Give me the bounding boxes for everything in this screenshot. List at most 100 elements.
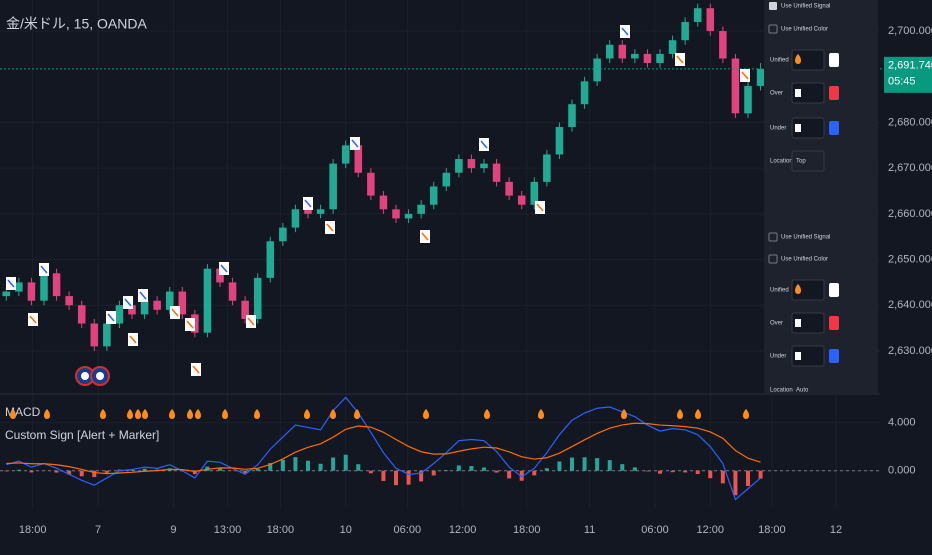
x-tick-label: 9 [170, 524, 176, 536]
x-tick-label: 06:00 [394, 524, 422, 536]
histogram-bar [444, 470, 448, 471]
candle-body [292, 209, 300, 227]
candle-body [141, 301, 149, 315]
x-tick-label: 06:00 [641, 524, 669, 536]
histogram-bar [4, 471, 8, 472]
option-label: Use Unified Signal [781, 235, 830, 241]
candle-body [656, 54, 664, 63]
candle-body [116, 305, 124, 323]
candle-body [493, 164, 501, 182]
histogram-bar [645, 471, 649, 472]
color-swatch[interactable] [829, 53, 839, 67]
color-swatch[interactable] [829, 349, 839, 363]
histogram-bar [80, 471, 84, 477]
histogram-bar [708, 471, 712, 478]
y-tick-label: 2,650.000 [888, 253, 932, 265]
histogram-bar [545, 468, 549, 471]
input-icon [795, 352, 801, 360]
histogram-bar [495, 471, 499, 473]
x-tick-label: 11 [584, 524, 595, 536]
settings-panel: Use Unified Signal Use Unified Color Uni… [764, 0, 878, 394]
histogram-bar [105, 471, 109, 473]
candle-body [229, 282, 237, 300]
candle-body [53, 273, 61, 296]
candle-body [28, 282, 36, 300]
histogram-bar [256, 469, 260, 471]
candle-body [669, 40, 677, 54]
candle-body [619, 45, 627, 59]
row-label: Over [770, 91, 783, 97]
candle-body [367, 173, 375, 196]
histogram-bar [356, 464, 360, 470]
histogram-bar [671, 471, 675, 472]
y-tick-label: 2,640.000 [888, 299, 932, 311]
select-value: Top [796, 159, 806, 165]
option-label: Use Unified Signal [781, 4, 830, 10]
histogram-bar [281, 460, 285, 471]
candle-body [317, 209, 325, 214]
x-tick-label: 13:00 [214, 524, 242, 536]
x-tick-label: 7 [95, 524, 101, 536]
color-swatch[interactable] [829, 316, 839, 330]
row-label: Under [770, 354, 786, 360]
candle-body [455, 159, 463, 173]
option-label: Use Unified Color [781, 257, 828, 263]
candle-body [15, 282, 23, 291]
x-tick-label: 18:00 [19, 524, 47, 536]
candle-body [204, 269, 212, 333]
candle-body [468, 159, 476, 168]
histogram-bar [507, 471, 511, 479]
candle-body [267, 241, 275, 278]
candle-body [103, 324, 111, 347]
input-icon [795, 89, 801, 97]
x-tick-label: 10 [340, 524, 352, 536]
checkbox[interactable] [769, 2, 777, 10]
candle-body [593, 58, 601, 81]
color-swatch[interactable] [829, 86, 839, 100]
histogram-bar [746, 471, 750, 486]
histogram-bar [683, 471, 687, 473]
histogram-bar [733, 471, 737, 496]
candle-body [279, 228, 287, 242]
histogram-bar [759, 471, 763, 479]
candle-body [644, 54, 652, 63]
row-label: Location [770, 159, 793, 165]
candle-body [719, 31, 727, 58]
candle-body [405, 214, 413, 219]
histogram-bar [595, 458, 599, 471]
candle-body [732, 58, 740, 113]
color-swatch[interactable] [829, 283, 839, 297]
candle-body [254, 278, 262, 319]
flag-marker-inner [96, 372, 104, 380]
candle-body [694, 8, 702, 22]
x-tick-label: 18:00 [267, 524, 295, 536]
histogram-bar [319, 464, 323, 471]
y-tick-label: 2,680.000 [888, 116, 932, 128]
candle-body [505, 182, 513, 196]
color-swatch[interactable] [829, 121, 839, 135]
histogram-bar [633, 467, 637, 470]
candle-body [568, 104, 576, 127]
flag-marker-inner [81, 372, 89, 380]
candle-body [744, 86, 752, 113]
x-tick-label: 18:00 [758, 524, 786, 536]
x-tick-label: 12:00 [697, 524, 725, 536]
y-tick-label: 2,630.000 [888, 345, 932, 357]
candle-body [91, 324, 99, 347]
candle-body [153, 301, 161, 310]
histogram-bar [620, 464, 624, 471]
histogram-bar [394, 471, 398, 485]
candle-body [3, 292, 11, 297]
histogram-bar [55, 471, 59, 473]
candle-body [707, 8, 715, 31]
pane-subtitle: Custom Sign [Alert + Marker] [5, 428, 159, 442]
candle-body [380, 196, 388, 210]
candle-body [606, 45, 614, 59]
candle-body [556, 127, 564, 154]
histogram-bar [143, 469, 147, 471]
histogram-bar [469, 466, 473, 471]
histogram-bar [381, 471, 385, 481]
histogram-bar [482, 467, 486, 470]
row-label: Location [770, 388, 793, 394]
option-label: Use Unified Color [781, 27, 828, 33]
